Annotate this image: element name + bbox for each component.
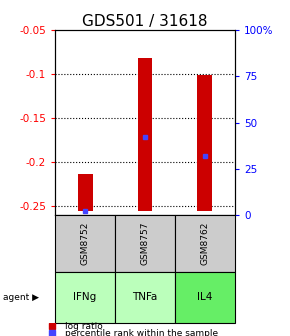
Text: GSM8762: GSM8762 xyxy=(200,222,209,265)
Text: percentile rank within the sample: percentile rank within the sample xyxy=(65,329,219,336)
Text: TNFa: TNFa xyxy=(132,292,158,302)
Bar xyxy=(175,272,235,323)
Text: IL4: IL4 xyxy=(197,292,213,302)
Bar xyxy=(77,174,93,211)
Text: GSM8757: GSM8757 xyxy=(140,222,150,265)
Text: IFNg: IFNg xyxy=(73,292,97,302)
Bar xyxy=(137,58,153,211)
Text: log ratio: log ratio xyxy=(65,322,103,331)
Bar xyxy=(55,215,115,272)
Bar xyxy=(175,215,235,272)
Text: GSM8752: GSM8752 xyxy=(81,222,90,265)
Title: GDS501 / 31618: GDS501 / 31618 xyxy=(82,14,208,29)
Bar xyxy=(115,272,175,323)
Text: agent ▶: agent ▶ xyxy=(3,293,39,302)
Bar xyxy=(197,75,212,211)
Bar xyxy=(115,215,175,272)
Bar xyxy=(55,272,115,323)
